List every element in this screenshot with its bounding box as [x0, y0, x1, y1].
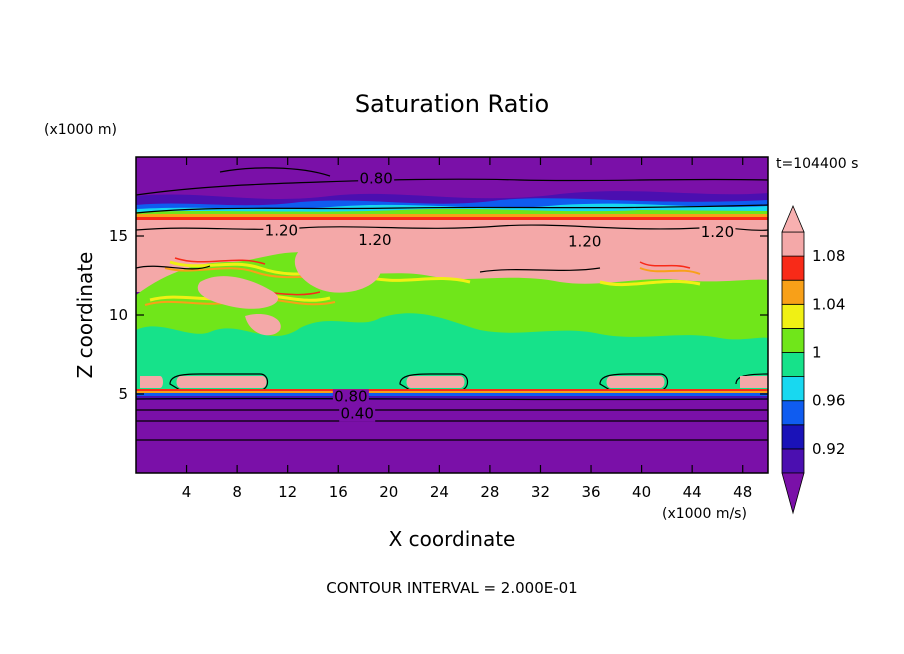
- colorbar-tick-label: 1: [812, 344, 822, 362]
- contour-label: 0.80: [334, 387, 367, 405]
- chart-title: Saturation Ratio: [355, 90, 549, 118]
- cloud-pink-patches: [197, 245, 382, 336]
- lower-red-band: [136, 389, 768, 392]
- x-tick-label: 12: [278, 483, 297, 501]
- colorbar: 0.92 0.96 1 1.04 1.08: [781, 204, 845, 515]
- colorbar-swatch: [781, 327, 805, 353]
- colorbar-top-arrow: [781, 204, 805, 233]
- colorbar-tick-label: 1.04: [812, 295, 845, 313]
- contour-label-background: [358, 171, 395, 187]
- contour-labels: 0.801.201.20 1.201.200.800.40: [263, 169, 736, 423]
- x-tick-label: 44: [683, 483, 702, 501]
- contour-label: 1.20: [358, 231, 391, 249]
- colorbar-swatch: [781, 400, 805, 426]
- contour-label: 1.20: [265, 221, 298, 239]
- colorbar-swatch: [781, 424, 805, 450]
- colorbar-swatch: [781, 352, 805, 378]
- colorbar-swatch: [781, 279, 805, 305]
- plot-area: 0.801.201.20 1.201.200.800.40: [136, 157, 768, 473]
- contour-label-background: [339, 406, 376, 422]
- y-tick-label: 5: [118, 385, 128, 403]
- upper-orange-band: [136, 214, 768, 219]
- contour-label: 0.80: [359, 169, 392, 187]
- contour-label: 1.20: [701, 223, 734, 241]
- x-axis-label: X coordinate: [389, 527, 516, 551]
- lower-contour-lines: [136, 397, 768, 441]
- lower-supersaturated-patches: [140, 376, 768, 388]
- colorbar-swatch: [781, 376, 805, 402]
- x-tick-label: 16: [329, 483, 348, 501]
- upper-red-band: [136, 217, 768, 221]
- y-unit-label: (x1000 m): [44, 122, 117, 138]
- x-tick-label: 8: [232, 483, 242, 501]
- time-label: t=104400 s: [776, 156, 858, 172]
- lower-blue-band: [136, 393, 768, 396]
- x-tick-label: 36: [581, 483, 600, 501]
- contour-label-background: [332, 389, 369, 405]
- x-tick-label: 48: [733, 483, 752, 501]
- y-axis-label: Z coordinate: [73, 252, 97, 379]
- x-tick-label: 40: [632, 483, 651, 501]
- x-axis-ticks: 4 8 12 16 20 24 28 32 36 40 44 48: [182, 157, 752, 501]
- contour-label-background: [699, 225, 736, 240]
- contour-label: 0.40: [340, 405, 373, 423]
- x-tick-label: 28: [480, 483, 499, 501]
- contour-lines: [136, 167, 768, 391]
- colorbar-swatch: [781, 255, 805, 281]
- colorbar-tick-label: 1.08: [812, 247, 845, 265]
- colorbar-tick-label: 0.92: [812, 440, 845, 458]
- lower-orange-band: [136, 391, 768, 393]
- colorbar-tick-label: 0.96: [812, 392, 845, 410]
- y-tick-label: 15: [109, 227, 128, 245]
- x-unit-label: (x1000 m/s): [662, 506, 747, 522]
- x-tick-label: 32: [531, 483, 550, 501]
- x-tick-label: 20: [379, 483, 398, 501]
- lower-indigo-band: [136, 396, 768, 400]
- contour-label: 1.20: [568, 232, 601, 250]
- y-tick-label: 10: [109, 306, 128, 324]
- colorbar-swatch: [781, 448, 805, 474]
- cloud-mint-field: [136, 313, 768, 392]
- contour-label-background: [263, 223, 300, 239]
- contour-interval-label: CONTOUR INTERVAL = 2.000E-01: [326, 579, 577, 597]
- colorbar-swatch: [781, 303, 805, 329]
- colorbar-swatch: [781, 231, 805, 257]
- y-axis-ticks: 5 10 15: [109, 227, 768, 403]
- contour-label-background: [356, 232, 393, 248]
- colorbar-bottom-arrow: [781, 472, 805, 515]
- x-tick-label: 4: [182, 483, 192, 501]
- contour-label-background: [566, 234, 603, 250]
- x-tick-label: 24: [430, 483, 449, 501]
